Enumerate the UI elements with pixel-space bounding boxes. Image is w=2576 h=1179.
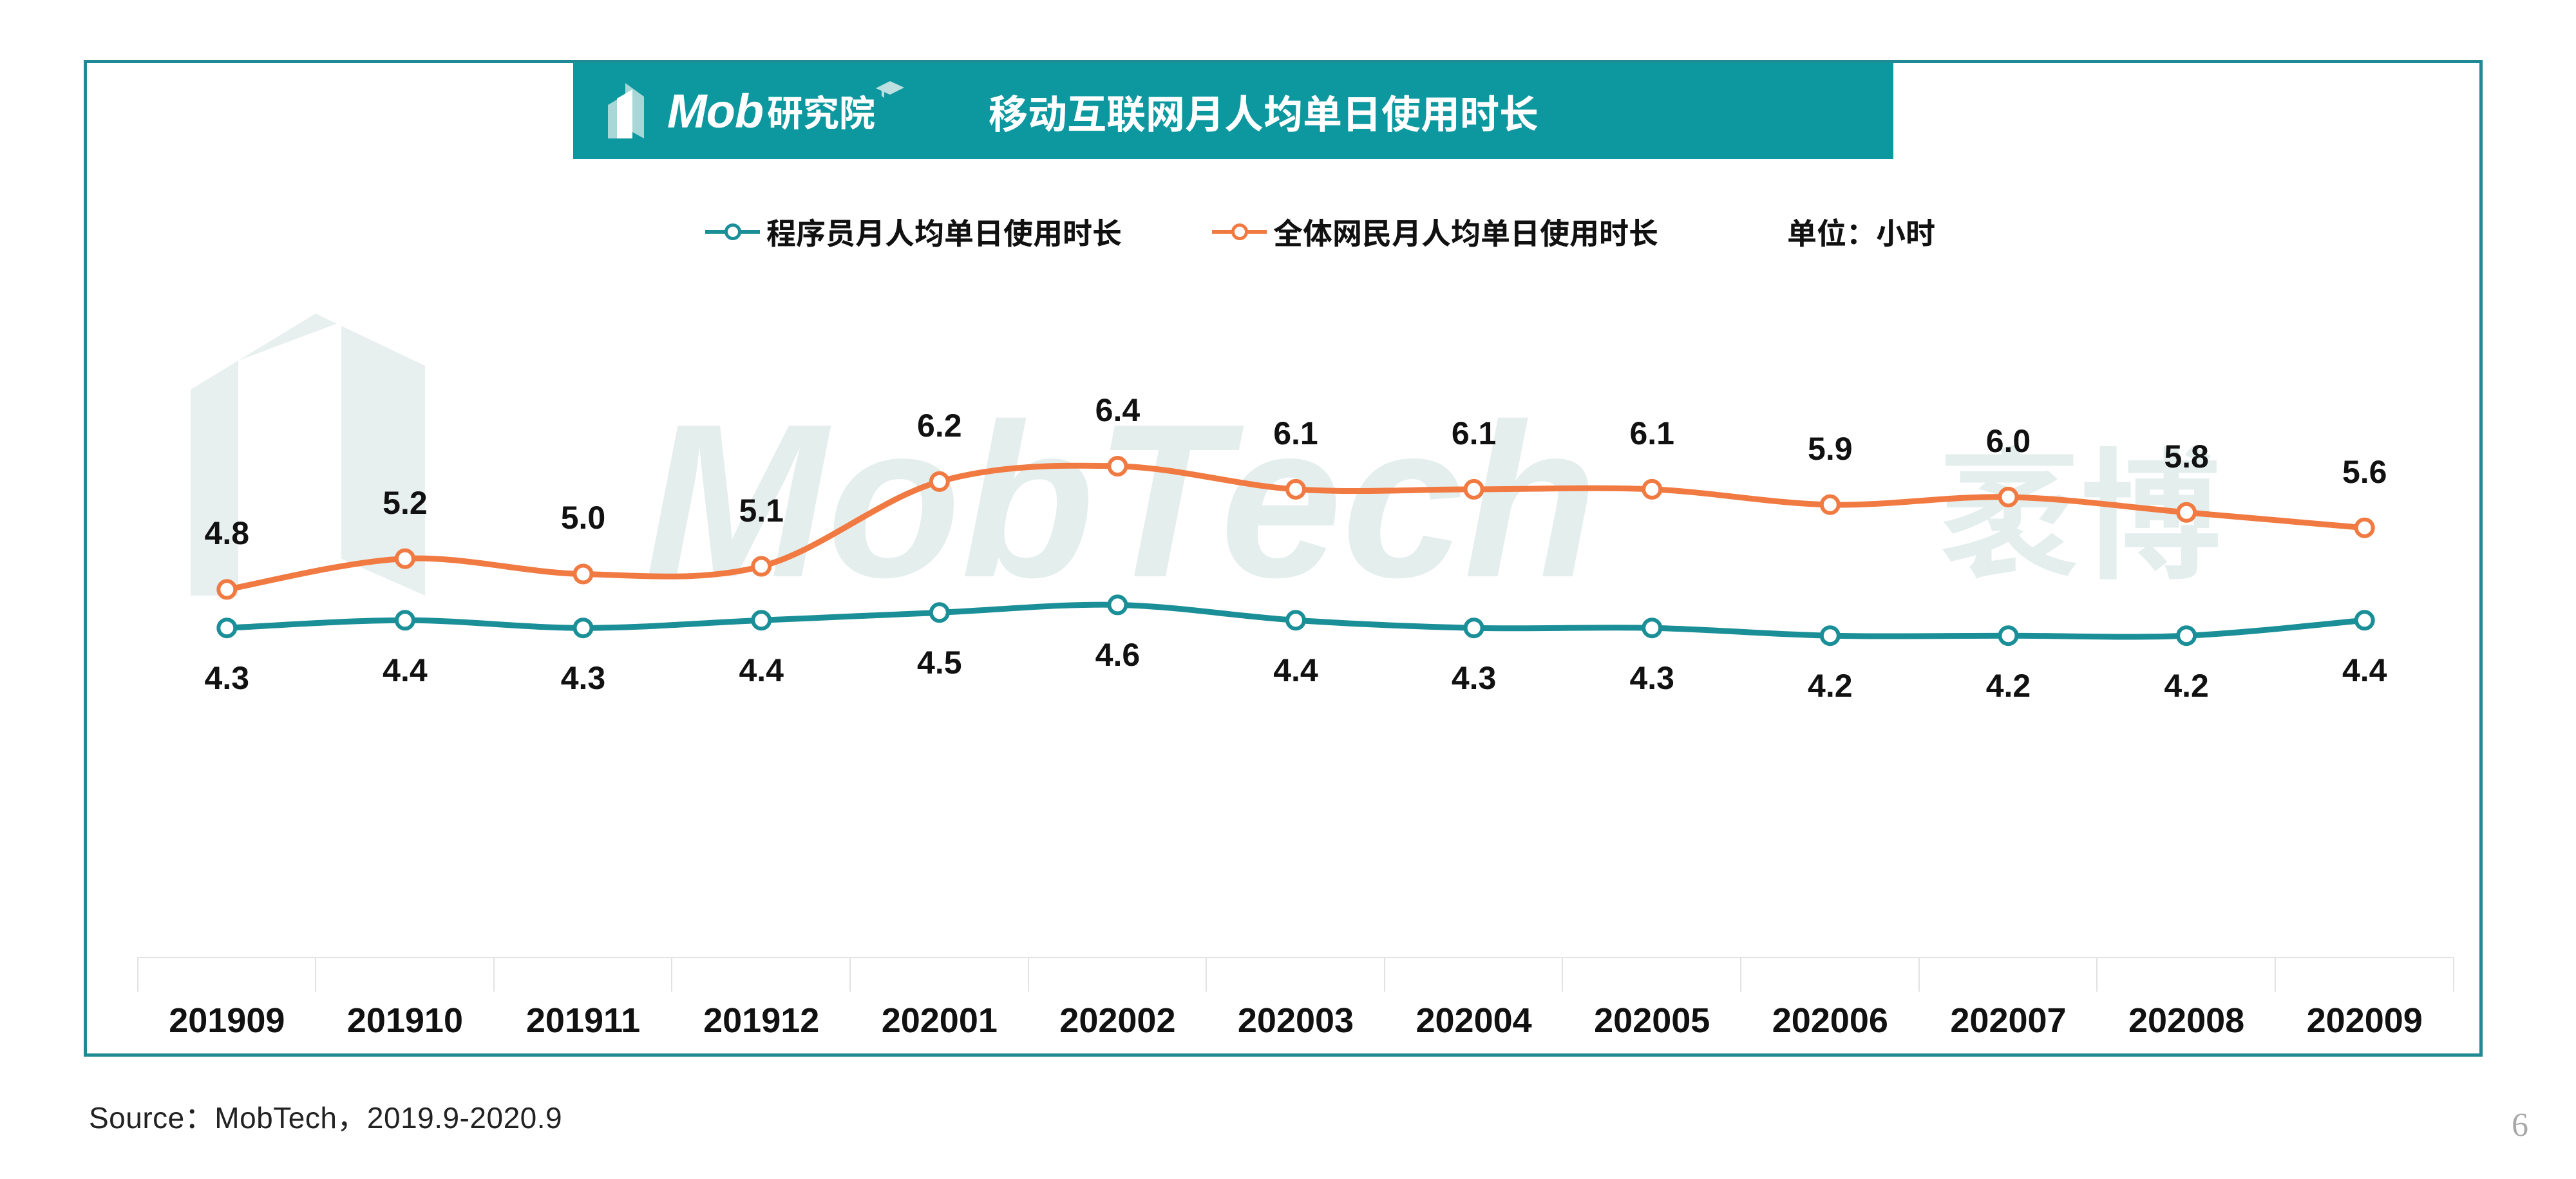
svg-text:4.4: 4.4 [2342, 652, 2387, 688]
svg-text:4.6: 4.6 [1095, 637, 1141, 673]
svg-text:4.2: 4.2 [1986, 668, 2031, 704]
svg-text:4.8: 4.8 [205, 515, 250, 551]
svg-text:202003: 202003 [1238, 1001, 1354, 1040]
svg-text:4.4: 4.4 [383, 652, 428, 688]
svg-text:6.4: 6.4 [1095, 392, 1141, 428]
svg-text:201911: 201911 [526, 1001, 640, 1040]
svg-text:4.2: 4.2 [1808, 668, 1853, 704]
svg-text:202002: 202002 [1059, 1001, 1175, 1040]
svg-text:4.3: 4.3 [561, 660, 606, 696]
svg-text:6.2: 6.2 [917, 408, 962, 444]
svg-text:4.5: 4.5 [917, 645, 962, 681]
svg-text:202005: 202005 [1594, 1001, 1710, 1040]
svg-text:4.4: 4.4 [739, 652, 784, 688]
svg-text:5.6: 5.6 [2342, 454, 2387, 490]
svg-text:4.4: 4.4 [1273, 652, 1318, 688]
svg-text:4.3: 4.3 [205, 660, 250, 696]
svg-text:6.1: 6.1 [1629, 415, 1674, 451]
svg-text:202008: 202008 [2128, 1001, 2244, 1040]
svg-text:5.8: 5.8 [2164, 439, 2209, 475]
svg-text:201909: 201909 [169, 1001, 285, 1040]
svg-text:5.1: 5.1 [739, 493, 784, 529]
svg-text:4.2: 4.2 [2164, 668, 2209, 704]
svg-text:201910: 201910 [347, 1001, 463, 1040]
svg-text:5.9: 5.9 [1808, 431, 1853, 467]
svg-text:202004: 202004 [1416, 1001, 1531, 1040]
svg-text:6.0: 6.0 [1986, 423, 2031, 459]
svg-text:6.1: 6.1 [1273, 415, 1318, 451]
svg-text:5.0: 5.0 [561, 500, 606, 536]
svg-text:202009: 202009 [2307, 1001, 2423, 1040]
svg-text:201912: 201912 [703, 1001, 819, 1040]
svg-text:4.3: 4.3 [1629, 660, 1674, 696]
svg-text:202007: 202007 [1950, 1001, 2066, 1040]
svg-text:4.3: 4.3 [1452, 660, 1497, 696]
svg-text:6.1: 6.1 [1452, 415, 1497, 451]
svg-text:5.2: 5.2 [383, 485, 428, 521]
svg-text:202006: 202006 [1772, 1001, 1888, 1040]
svg-text:202001: 202001 [882, 1001, 998, 1040]
